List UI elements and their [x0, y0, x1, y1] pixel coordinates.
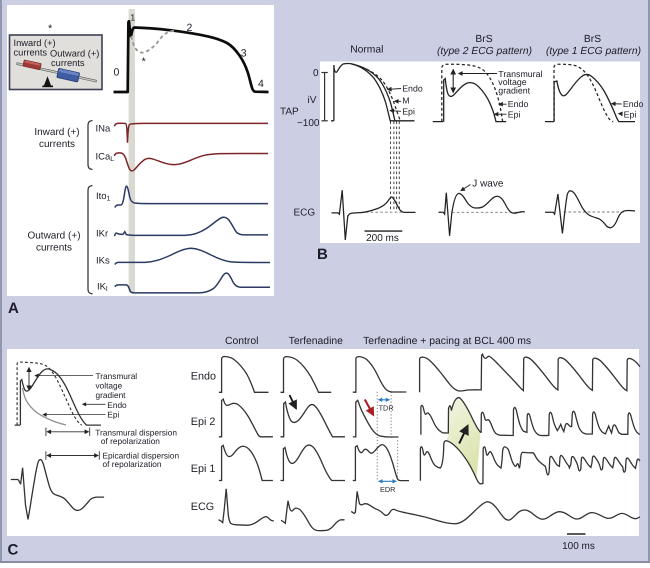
svg-text:0: 0 [313, 68, 319, 79]
svg-text:voltage: voltage [96, 381, 123, 391]
svg-text:Endo: Endo [508, 99, 529, 109]
svg-text:M: M [402, 96, 409, 106]
svg-text:2: 2 [187, 22, 193, 34]
svg-text:C: C [8, 542, 19, 559]
svg-text:B: B [317, 246, 328, 263]
svg-text:Outward (+): Outward (+) [27, 231, 80, 242]
svg-text:Epi: Epi [107, 410, 119, 420]
svg-text:Outward (+): Outward (+) [50, 49, 99, 59]
svg-text:1: 1 [130, 13, 135, 23]
svg-text:IKr: IKr [96, 229, 108, 240]
svg-text:BrS: BrS [584, 34, 601, 45]
svg-text:gradient: gradient [96, 390, 127, 400]
svg-text:Epi 2: Epi 2 [191, 416, 216, 428]
svg-text:ECG: ECG [191, 501, 214, 513]
svg-text:Epi: Epi [624, 109, 637, 119]
svg-text:TAP: TAP [280, 107, 299, 118]
svg-text:of repolarization: of repolarization [103, 459, 162, 469]
svg-text:*: * [48, 23, 53, 35]
svg-text:IKs: IKs [96, 256, 110, 267]
svg-text:*: * [142, 56, 147, 68]
svg-text:EDR: EDR [380, 485, 395, 494]
svg-text:0: 0 [114, 67, 120, 79]
svg-text:3: 3 [241, 48, 247, 60]
svg-text:Endo: Endo [623, 99, 644, 109]
svg-text:Epi: Epi [402, 107, 415, 117]
svg-text:Endo: Endo [107, 400, 127, 410]
svg-text:200 ms: 200 ms [366, 233, 399, 244]
svg-text:100 ms: 100 ms [562, 541, 595, 552]
svg-text:−100: −100 [297, 118, 320, 129]
svg-text:of repolarization: of repolarization [101, 436, 160, 446]
svg-text:4: 4 [258, 78, 264, 90]
svg-text:ECG: ECG [294, 208, 316, 219]
svg-text:Terfenadine + pacing at BCL 40: Terfenadine + pacing at BCL 400 ms [363, 336, 531, 347]
svg-text:Endo: Endo [191, 370, 216, 382]
svg-text:(type 1 ECG pattern): (type 1 ECG pattern) [546, 46, 641, 57]
svg-text:currents: currents [51, 58, 85, 68]
svg-text:Inward (+): Inward (+) [14, 38, 56, 48]
svg-text:J wave: J wave [472, 179, 504, 190]
svg-text:currents: currents [14, 48, 48, 58]
svg-text:gradient: gradient [498, 86, 530, 96]
svg-text:Epi 1: Epi 1 [191, 463, 216, 475]
svg-text:Endo: Endo [402, 84, 423, 94]
svg-text:A: A [8, 300, 19, 317]
svg-text:Control: Control [225, 336, 259, 347]
svg-text:currents: currents [36, 243, 72, 254]
svg-text:Terfenadine: Terfenadine [289, 336, 344, 347]
svg-text:INa: INa [96, 124, 112, 135]
svg-text:Epi: Epi [508, 109, 521, 119]
svg-text:(type 2 ECG pattern): (type 2 ECG pattern) [437, 46, 532, 57]
svg-text:TDR: TDR [379, 404, 394, 413]
svg-text:Normal: Normal [350, 45, 383, 56]
svg-text:iV: iV [308, 95, 317, 106]
svg-text:currents: currents [39, 139, 75, 150]
svg-text:Inward (+): Inward (+) [34, 127, 79, 138]
svg-text:BrS: BrS [475, 34, 492, 45]
svg-text:Transmural: Transmural [96, 371, 138, 381]
